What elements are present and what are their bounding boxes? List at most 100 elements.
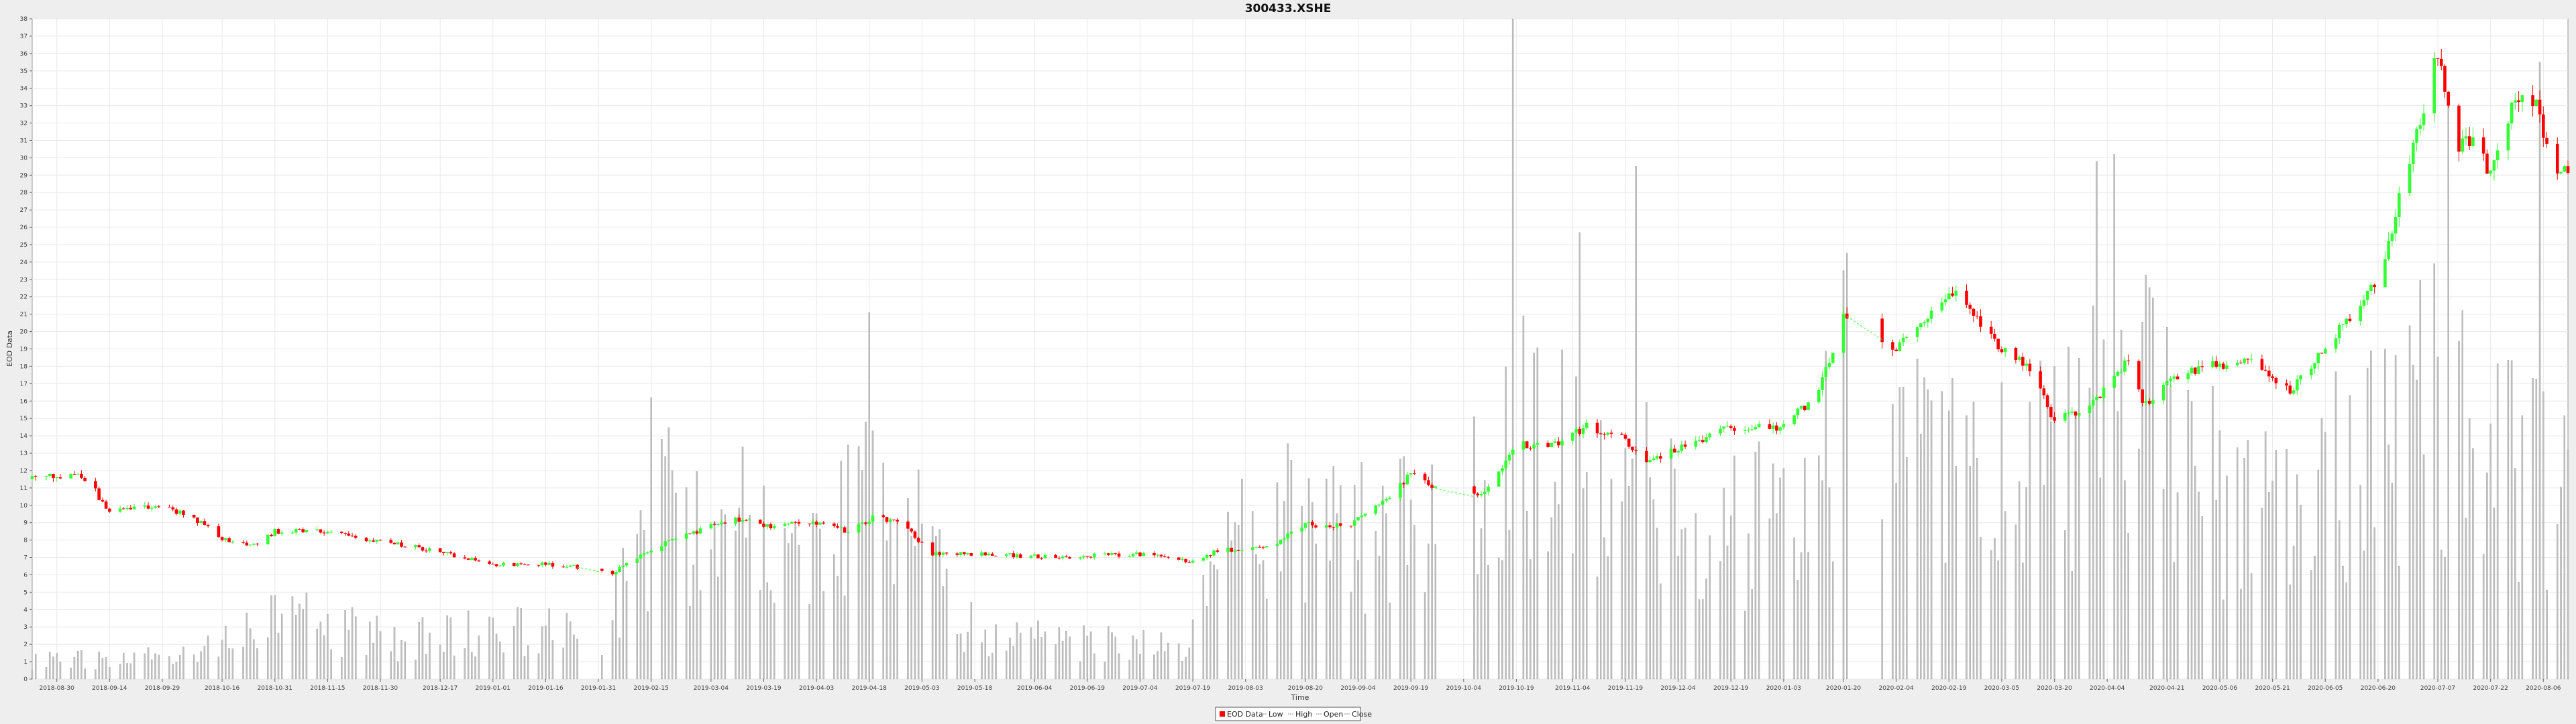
volume-bar	[921, 524, 923, 680]
volume-bar	[2373, 527, 2375, 680]
volume-bar	[207, 636, 209, 680]
volume-bar	[675, 493, 677, 680]
volume-bar	[221, 640, 223, 680]
volume-bar	[699, 590, 702, 680]
candle-up	[252, 543, 256, 545]
candle-up	[1824, 367, 1828, 377]
y-tick-label: 34	[20, 86, 28, 93]
candle-down	[1040, 558, 1043, 559]
candle-down	[2000, 349, 2004, 353]
candle-up	[2119, 371, 2123, 373]
volume-bar	[2071, 571, 2074, 680]
candle-up	[2418, 125, 2422, 129]
volume-bar	[1902, 387, 1904, 680]
candle-up	[1648, 460, 1652, 463]
volume-bar	[2176, 492, 2179, 680]
candle-up	[2369, 284, 2373, 291]
volume-bar	[798, 545, 800, 680]
candle-up	[1771, 425, 1775, 429]
candle-up	[1008, 553, 1012, 554]
candle-down	[1803, 406, 1807, 410]
candle-up	[2077, 413, 2081, 416]
volume-bar	[2349, 395, 2351, 680]
candle-down	[347, 533, 351, 536]
candle-down	[34, 476, 38, 477]
volume-bar	[815, 513, 818, 680]
candle-down	[1595, 422, 1599, 434]
candle-up	[2390, 233, 2394, 241]
volume-bar	[1258, 564, 1260, 680]
candle-down	[364, 538, 368, 542]
candle-up	[2464, 136, 2468, 139]
candle-up	[326, 532, 329, 534]
candle-up	[1497, 471, 1501, 487]
candle-up	[1275, 544, 1279, 546]
volume-bar	[144, 653, 146, 680]
volume-bar	[351, 607, 354, 680]
volume-bar	[2320, 418, 2323, 680]
volume-bar	[2050, 421, 2052, 680]
candle-up	[396, 542, 400, 545]
volume-bar	[488, 616, 490, 680]
volume-bar	[1649, 477, 1651, 680]
volume-bar	[246, 612, 248, 680]
x-tick-label: 2019-05-18	[957, 685, 993, 692]
candle-up	[2292, 390, 2296, 394]
volume-bar	[840, 461, 843, 680]
volume-bar	[396, 661, 399, 680]
y-tick-label: 27	[20, 207, 28, 214]
y-tick-label: 14	[20, 433, 28, 440]
candle-down	[104, 501, 108, 509]
candle-down	[1631, 446, 1634, 450]
candle-up	[2309, 368, 2313, 375]
volume-bar	[1055, 644, 1057, 680]
volume-bar	[1596, 577, 1599, 680]
volume-bar	[1670, 438, 1672, 680]
volume-bar	[2152, 298, 2154, 680]
volume-bar	[2391, 483, 2394, 680]
candle-down	[762, 524, 765, 527]
candle-up	[1947, 293, 1951, 300]
candle-up	[1719, 428, 1722, 434]
volume-bar	[1424, 592, 1426, 680]
volume-bar	[1477, 574, 1479, 680]
volume-bar	[1895, 483, 1897, 680]
candle-up	[266, 534, 270, 545]
candle-down	[449, 552, 453, 554]
candle-up	[2510, 103, 2514, 124]
volume-bar	[1399, 459, 1401, 680]
candle-down	[2447, 91, 2451, 106]
x-tick-label: 2019-06-04	[1017, 685, 1053, 692]
candle-down	[2028, 363, 2032, 371]
candle-up	[2070, 411, 2074, 413]
candle-up	[639, 554, 643, 559]
volume-bar	[1381, 485, 1384, 680]
volume-bar	[963, 652, 965, 680]
candle-down	[72, 474, 76, 475]
candle-down	[97, 488, 101, 500]
candle-up	[1754, 427, 1758, 430]
volume-bar	[471, 652, 473, 680]
volume-bar	[347, 629, 350, 680]
volume-bar	[938, 529, 941, 680]
volume-bar	[400, 640, 402, 680]
candle-up	[660, 546, 663, 551]
candle-down	[1216, 550, 1220, 552]
y-tick-label: 5	[23, 589, 28, 596]
volume-bar	[2169, 384, 2171, 680]
volume-bar	[2465, 518, 2467, 680]
volume-bar	[2162, 489, 2165, 680]
x-tick-label: 2020-03-20	[2037, 685, 2072, 692]
volume-bar	[2489, 424, 2491, 680]
candle-up	[1915, 327, 1919, 337]
x-tick-label: 2019-10-19	[1499, 685, 1534, 692]
volume-bar	[446, 615, 448, 680]
volume-bar	[1906, 457, 1908, 680]
volume-bar	[270, 595, 272, 680]
candle-up	[635, 558, 639, 563]
legend-swatch	[1220, 711, 1225, 717]
volume-bar	[80, 650, 83, 680]
volume-bar	[2324, 432, 2326, 680]
volume-bar	[1434, 544, 1437, 680]
candle-down	[526, 564, 530, 566]
